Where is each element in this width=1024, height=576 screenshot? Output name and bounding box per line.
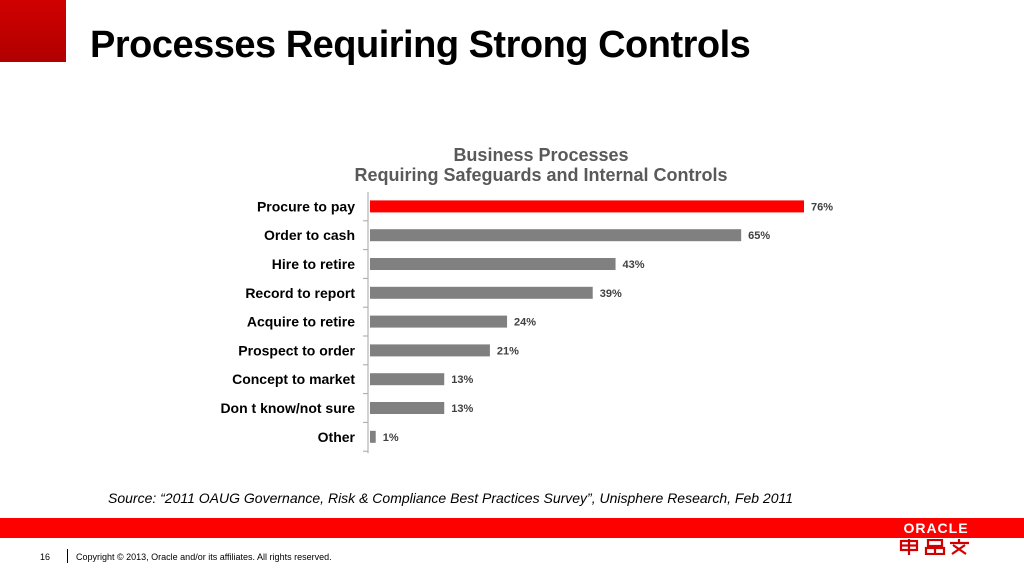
bar <box>370 286 593 299</box>
category-label: Procure to pay <box>257 198 355 214</box>
oracle-logo: ORACLE <box>893 520 979 558</box>
bar <box>370 229 742 242</box>
category-label: Don t know/not sure <box>220 400 355 416</box>
page-number: 16 <box>40 552 51 562</box>
data-label: 76% <box>811 201 833 213</box>
data-label: 24% <box>514 317 536 329</box>
source-citation: Source: “2011 OAUG Governance, Risk & Co… <box>108 490 794 506</box>
bar <box>370 430 376 443</box>
data-label: 13% <box>451 403 473 415</box>
bar <box>370 373 445 386</box>
category-label: Prospect to order <box>238 342 355 358</box>
oracle-wordmark: ORACLE <box>903 520 969 536</box>
data-label: 1% <box>383 432 399 444</box>
bar <box>370 344 490 357</box>
chart-title: Business Processes <box>453 145 629 165</box>
data-label: 43% <box>623 259 645 271</box>
bar <box>370 315 508 328</box>
category-label: Acquire to retire <box>247 314 355 330</box>
category-label: Record to report <box>245 285 355 301</box>
data-label: 65% <box>748 230 770 242</box>
bar <box>370 200 804 213</box>
footer-bar <box>0 518 1024 538</box>
copyright-text: Copyright © 2013, Oracle and/or its affi… <box>76 552 332 562</box>
category-label: Order to cash <box>264 227 355 243</box>
bar <box>370 402 445 414</box>
slide-title: Processes Requiring Strong Controls <box>90 24 751 66</box>
bar <box>370 258 616 270</box>
category-label: Other <box>318 429 356 445</box>
corner-accent-block <box>0 0 66 62</box>
category-label: Concept to market <box>232 371 355 387</box>
chart-subtitle: Requiring Safeguards and Internal Contro… <box>354 165 728 185</box>
chinese-logo-mark-icon <box>899 539 969 555</box>
category-label: Hire to retire <box>272 256 355 272</box>
footer-divider <box>67 549 68 563</box>
data-label: 21% <box>497 345 519 357</box>
data-label: 39% <box>600 288 622 300</box>
data-label: 13% <box>451 374 473 386</box>
